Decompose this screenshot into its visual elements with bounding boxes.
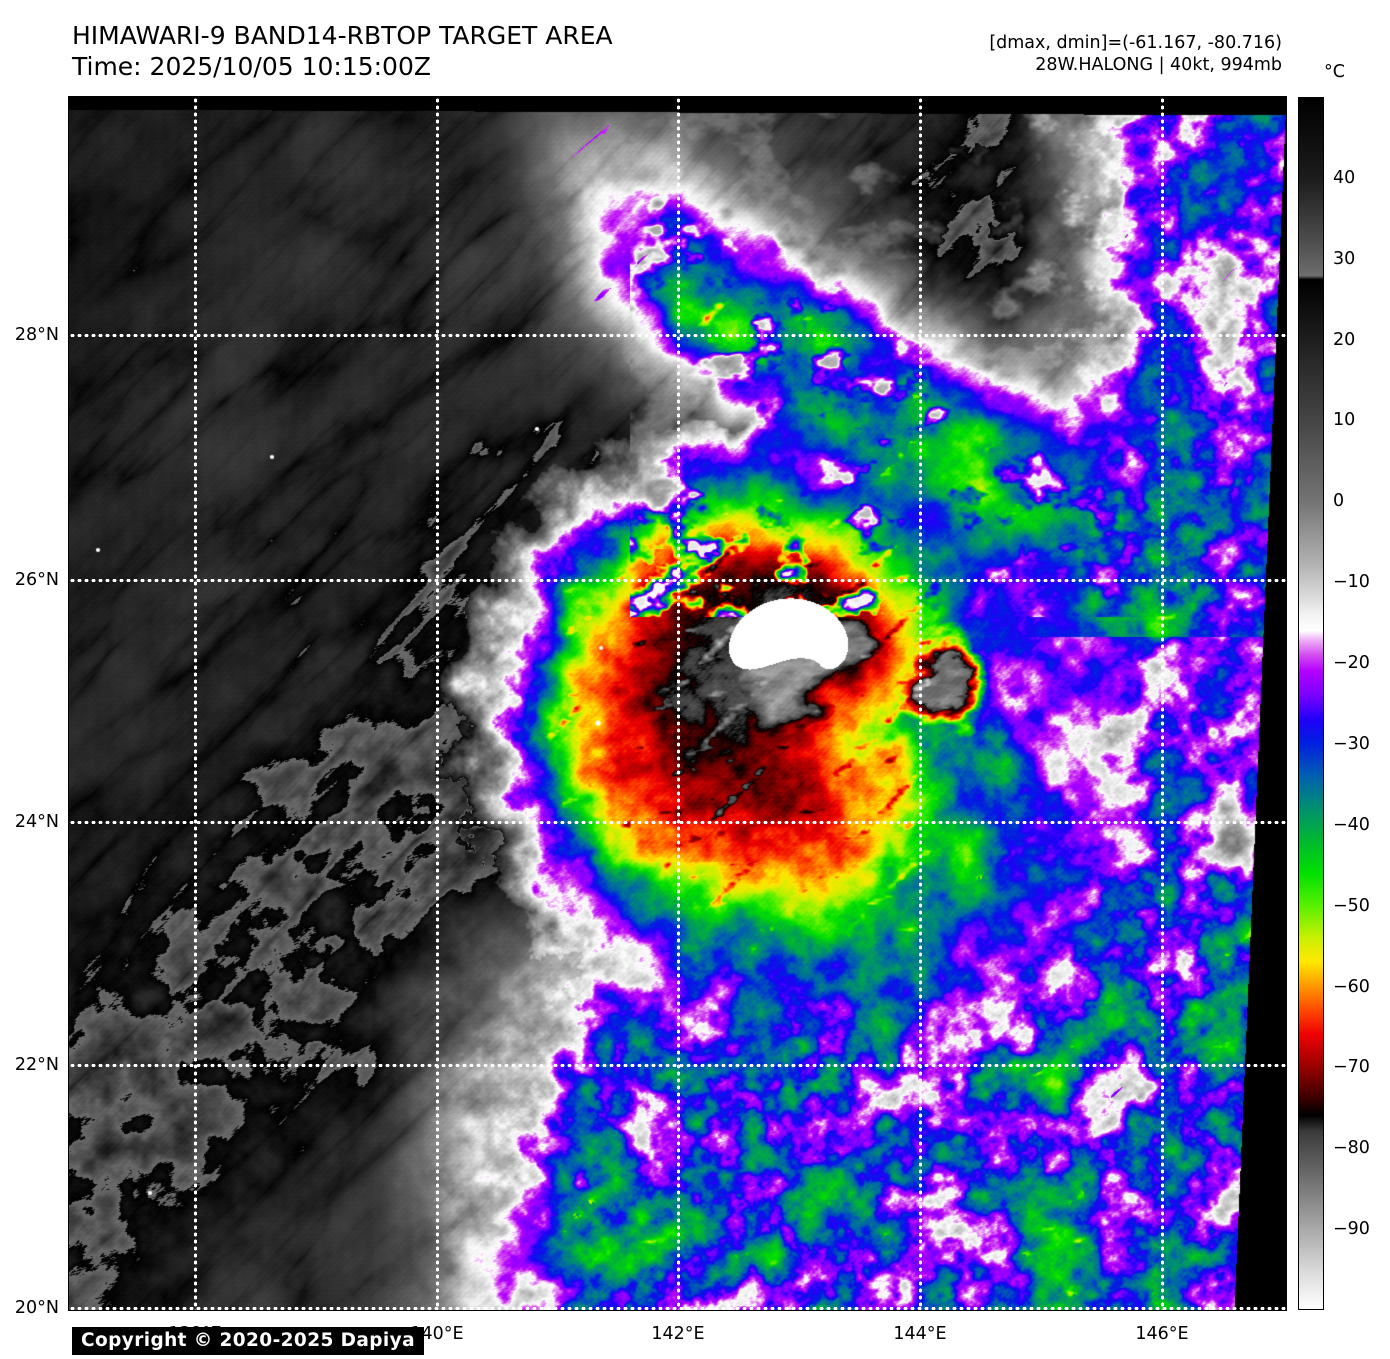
colorbar[interactable] — [1298, 97, 1324, 1310]
colorbar-tick-8: −40 — [1333, 814, 1370, 835]
colorbar-tick-6: −20 — [1333, 653, 1370, 674]
observation-time: Time: 2025/10/05 10:15:00Z — [72, 52, 431, 81]
page-title: HIMAWARI-9 BAND14-RBTOP TARGET AREA Time… — [72, 20, 613, 82]
longitude-gridline-4 — [1161, 97, 1164, 1310]
colorbar-tick-9: −50 — [1333, 895, 1370, 916]
colorbar-tick-2: 20 — [1333, 329, 1356, 350]
colorbar-tick-7: −30 — [1333, 733, 1370, 754]
x-tick-3: 144°E — [893, 1324, 947, 1344]
colorbar-tick-1: 30 — [1333, 248, 1356, 269]
colorbar-tick-5: −10 — [1333, 572, 1370, 593]
product-title: HIMAWARI-9 BAND14-RBTOP TARGET AREA — [72, 21, 613, 50]
longitude-gridline-0 — [194, 97, 197, 1310]
longitude-gridline-2 — [677, 97, 680, 1310]
colorbar-unit-label: °C — [1324, 62, 1345, 82]
graticule-overlay — [69, 97, 1286, 1310]
copyright-notice: Copyright © 2020-2025 Dapiya — [72, 1327, 424, 1355]
colorbar-tick-10: −60 — [1333, 976, 1370, 997]
colorbar-tick-4: 0 — [1333, 491, 1345, 512]
y-tick-0: 28°N — [14, 325, 59, 345]
longitude-gridline-1 — [436, 97, 439, 1310]
satellite-image-plot[interactable] — [69, 97, 1286, 1310]
y-tick-1: 26°N — [14, 570, 59, 590]
colorbar-tick-0: 40 — [1333, 167, 1356, 188]
y-tick-4: 20°N — [14, 1298, 59, 1318]
dmax-dmin-label: [dmax, dmin]=(-61.167, -80.716) — [989, 33, 1282, 53]
longitude-gridline-3 — [919, 97, 922, 1310]
metadata-block: [dmax, dmin]=(-61.167, -80.716) 28W.HALO… — [989, 32, 1282, 76]
colorbar-tick-12: −80 — [1333, 1138, 1370, 1159]
storm-info-label: 28W.HALONG | 40kt, 994mb — [1035, 55, 1282, 75]
y-tick-2: 24°N — [14, 812, 59, 832]
y-tick-3: 22°N — [14, 1055, 59, 1075]
colorbar-tick-13: −90 — [1333, 1219, 1370, 1240]
colorbar-gradient — [1299, 98, 1323, 1309]
x-tick-2: 142°E — [651, 1324, 705, 1344]
colorbar-tick-3: 10 — [1333, 410, 1356, 431]
x-tick-4: 146°E — [1135, 1324, 1189, 1344]
colorbar-tick-11: −70 — [1333, 1057, 1370, 1078]
